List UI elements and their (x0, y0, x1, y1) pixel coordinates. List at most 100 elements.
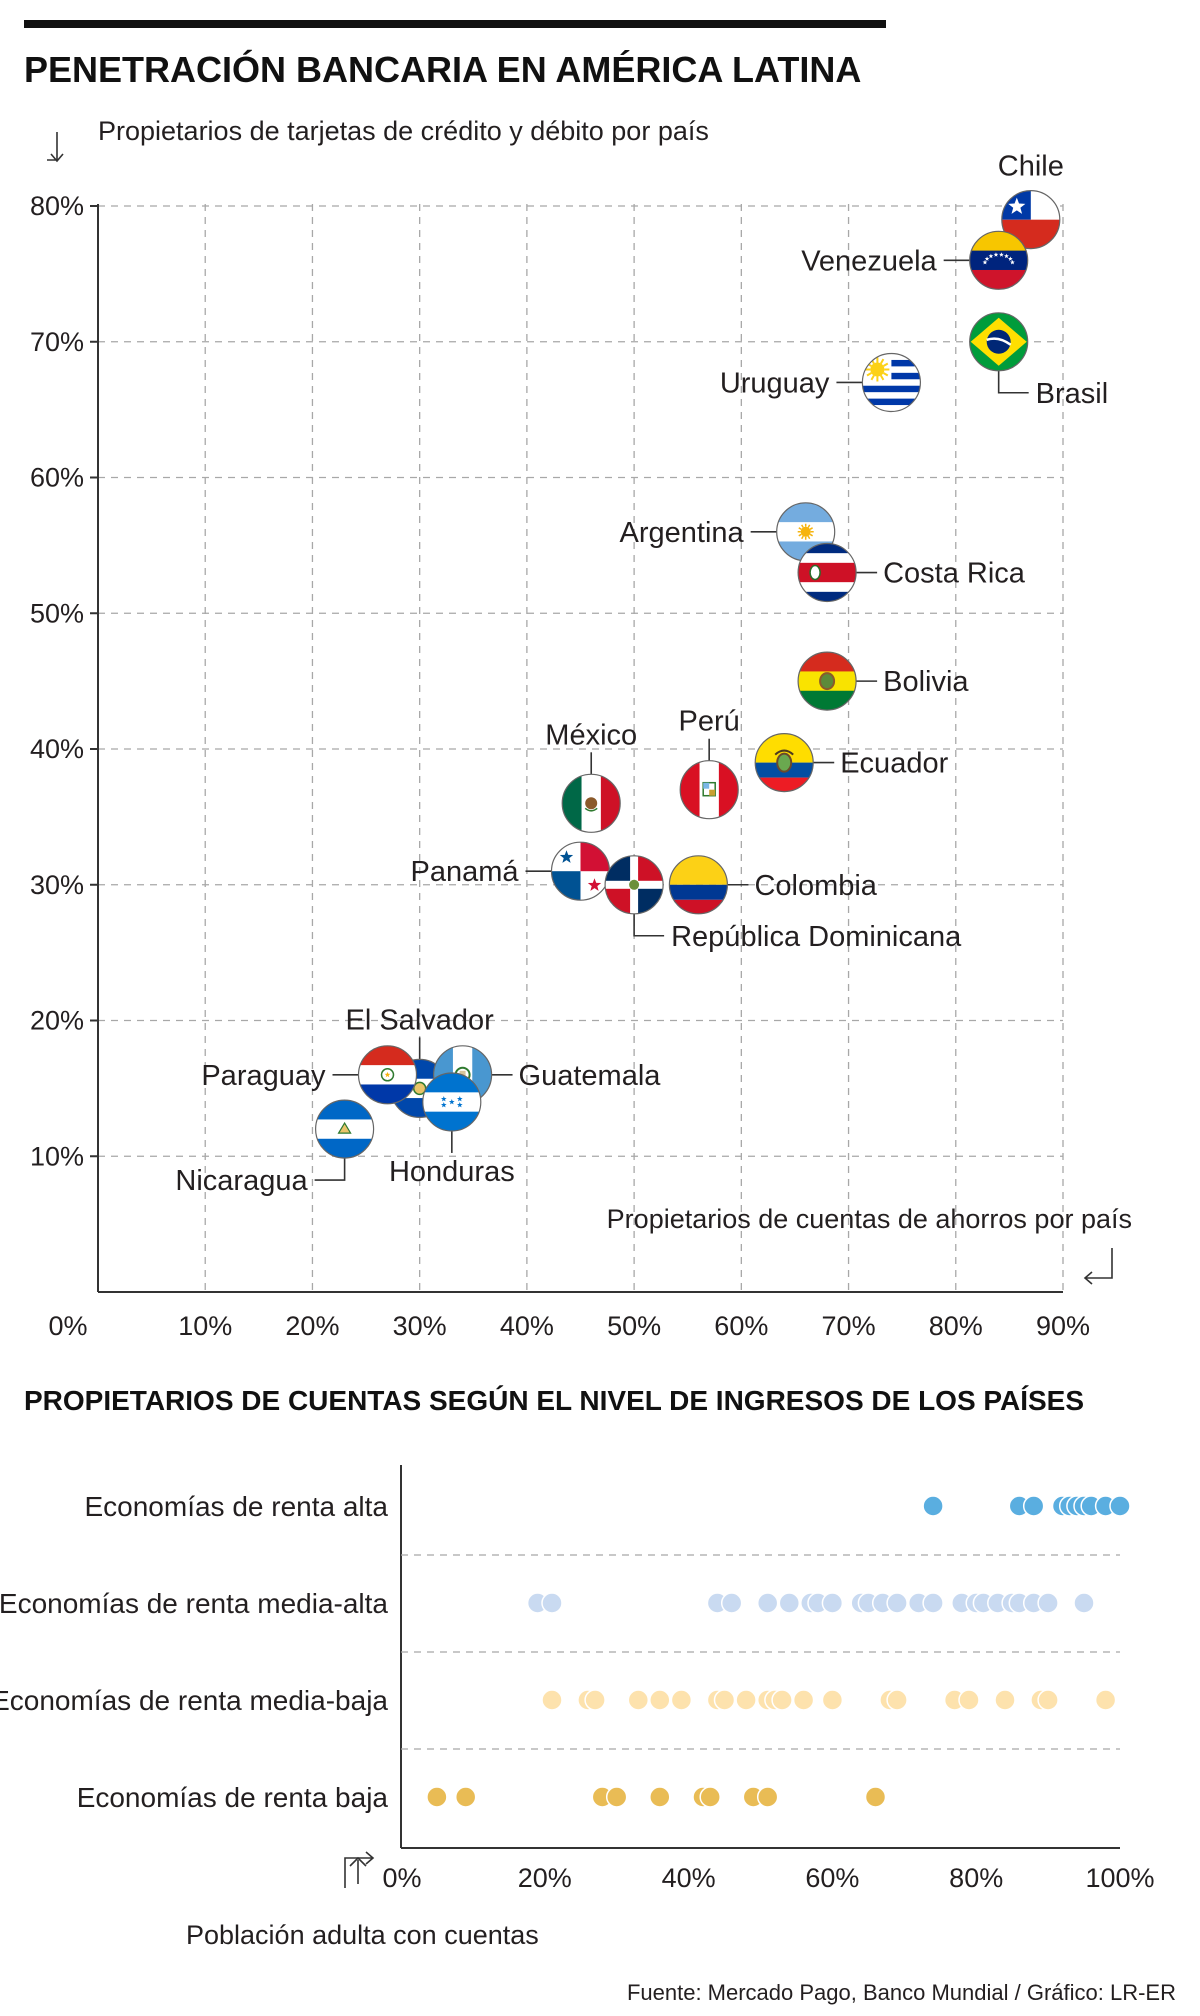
country-label: República Dominicana (671, 921, 962, 953)
strip-dot (886, 1592, 908, 1614)
y-tick-label: 20% (30, 1006, 84, 1036)
strip-tick-label: 20% (518, 1863, 572, 1893)
strip-chart-title: PROPIETARIOS DE CUENTAS SEGÚN EL NIVEL D… (24, 1385, 1084, 1416)
x-axis-label: Propietarios de cuentas de ahorros por p… (607, 1204, 1132, 1234)
source-note: Fuente: Mercado Pago, Banco Mundial / Gr… (627, 1980, 1176, 2005)
y-tick-label: 80% (30, 191, 84, 221)
x-tick-label: 60% (714, 1311, 768, 1341)
country-label: El Salvador (346, 1004, 495, 1036)
strip-tick-label: 80% (949, 1863, 1003, 1893)
country-label: Paraguay (201, 1060, 326, 1092)
strip-dot (771, 1689, 793, 1711)
strip-dot (1037, 1689, 1059, 1711)
country-label: Panamá (410, 856, 519, 888)
country-label: Brasil (1036, 378, 1109, 410)
y-axis-arrow-icon (47, 132, 64, 163)
strip-dot (922, 1495, 944, 1517)
uruguay-flag-icon (861, 352, 922, 413)
strip-dot (886, 1689, 908, 1711)
strip-dot (670, 1689, 693, 1711)
country-label: Bolivia (883, 666, 969, 698)
country-label: Nicaragua (175, 1165, 308, 1197)
scatter-axes (90, 204, 1063, 1293)
x-tick-label: 70% (822, 1311, 876, 1341)
peru-flag-icon (679, 760, 739, 820)
nicaragua-flag-icon (315, 1099, 375, 1159)
country-label: Chile (998, 151, 1064, 183)
strip-dot (541, 1689, 563, 1711)
strip-dot (713, 1689, 736, 1711)
scatter-tick-labels: 0% 10% 20% 30% 40% 50% 60% 70% 80% 90% 10% 20% 30% 40… (30, 191, 1090, 1341)
strip-dot (1037, 1592, 1059, 1614)
y-tick-label: 30% (30, 870, 84, 900)
leader-line (314, 1158, 346, 1181)
dominican-republic-flag-icon (604, 855, 664, 915)
scatter-points (315, 190, 1061, 1159)
strip-category-label: Economías de renta alta (84, 1491, 388, 1522)
y-tick-label: 40% (30, 734, 84, 764)
strip-category-label: Economías de renta media-alta (0, 1588, 388, 1619)
y-tick-label: 70% (30, 327, 84, 357)
x-tick-label: 30% (393, 1311, 447, 1341)
country-label: Uruguay (720, 367, 830, 399)
strip-dot (1022, 1495, 1045, 1517)
strip-dot (584, 1689, 606, 1711)
strip-dot (864, 1786, 887, 1808)
x-tick-label: 50% (607, 1311, 661, 1341)
strip-dot (649, 1689, 671, 1711)
header-rule (24, 20, 886, 28)
x-tick-label: 80% (929, 1311, 983, 1341)
x-axis-arrow-icon (1083, 1248, 1113, 1285)
strip-dot (735, 1689, 757, 1711)
scatter-grid (98, 204, 1064, 1292)
strip-tick-label: 0% (382, 1863, 421, 1893)
strip-dot (1094, 1689, 1117, 1711)
brazil-flag-icon (969, 312, 1029, 372)
strip-x-axis-arrow-line (344, 1851, 375, 1888)
strip-dot (821, 1689, 844, 1711)
strip-dot (627, 1689, 650, 1711)
leader-line (633, 913, 665, 937)
y-axis-label: Propietarios de tarjetas de crédito y dé… (98, 116, 709, 146)
strip-x-axis-label: Población adulta con cuentas (186, 1920, 539, 1950)
country-label: Perú (679, 706, 740, 738)
country-label: México (545, 719, 637, 751)
argentina-flag-icon (776, 502, 836, 562)
honduras-flag-icon (422, 1072, 482, 1132)
country-label: Costa Rica (883, 558, 1026, 590)
strip-dot (426, 1786, 448, 1808)
y-tick-label: 10% (30, 1141, 84, 1171)
strip-tick-label: 40% (662, 1863, 716, 1893)
strip-dot (958, 1689, 980, 1711)
country-label: Argentina (620, 517, 745, 549)
strip-category-labels: Economías de renta alta Economías de rent… (0, 1491, 388, 1813)
strip-tick-label: 60% (805, 1863, 859, 1893)
country-label: Guatemala (519, 1060, 662, 1092)
y-tick-label: 50% (30, 598, 84, 628)
strip-dot (541, 1592, 563, 1614)
country-label: Ecuador (840, 748, 948, 780)
strip-dot (756, 1592, 779, 1614)
strip-dot (454, 1786, 477, 1808)
strip-dot (792, 1689, 815, 1711)
strip-x-axis-arrow-icon (349, 1856, 367, 1884)
strip-dot (1073, 1592, 1095, 1614)
x-tick-label: 20% (285, 1311, 339, 1341)
strip-tick-label: 100% (1085, 1863, 1154, 1893)
colombia-flag-icon (668, 855, 729, 915)
strip-dot (922, 1592, 944, 1614)
panama-flag-icon (550, 841, 611, 901)
country-label: Colombia (754, 870, 877, 902)
x-tick-label: 40% (500, 1311, 554, 1341)
strip-dot (699, 1786, 721, 1808)
country-label: Honduras (389, 1156, 515, 1188)
strip-dot (994, 1689, 1016, 1711)
x-tick-label: 10% (178, 1311, 232, 1341)
strip-grid (400, 1465, 1120, 1849)
strip-dots (426, 1495, 1131, 1808)
mexico-flag-icon (561, 773, 621, 833)
country-label: Venezuela (801, 245, 937, 277)
strip-category-label: Economías de renta baja (77, 1782, 389, 1813)
scatter-leader-lines (314, 259, 1029, 1181)
